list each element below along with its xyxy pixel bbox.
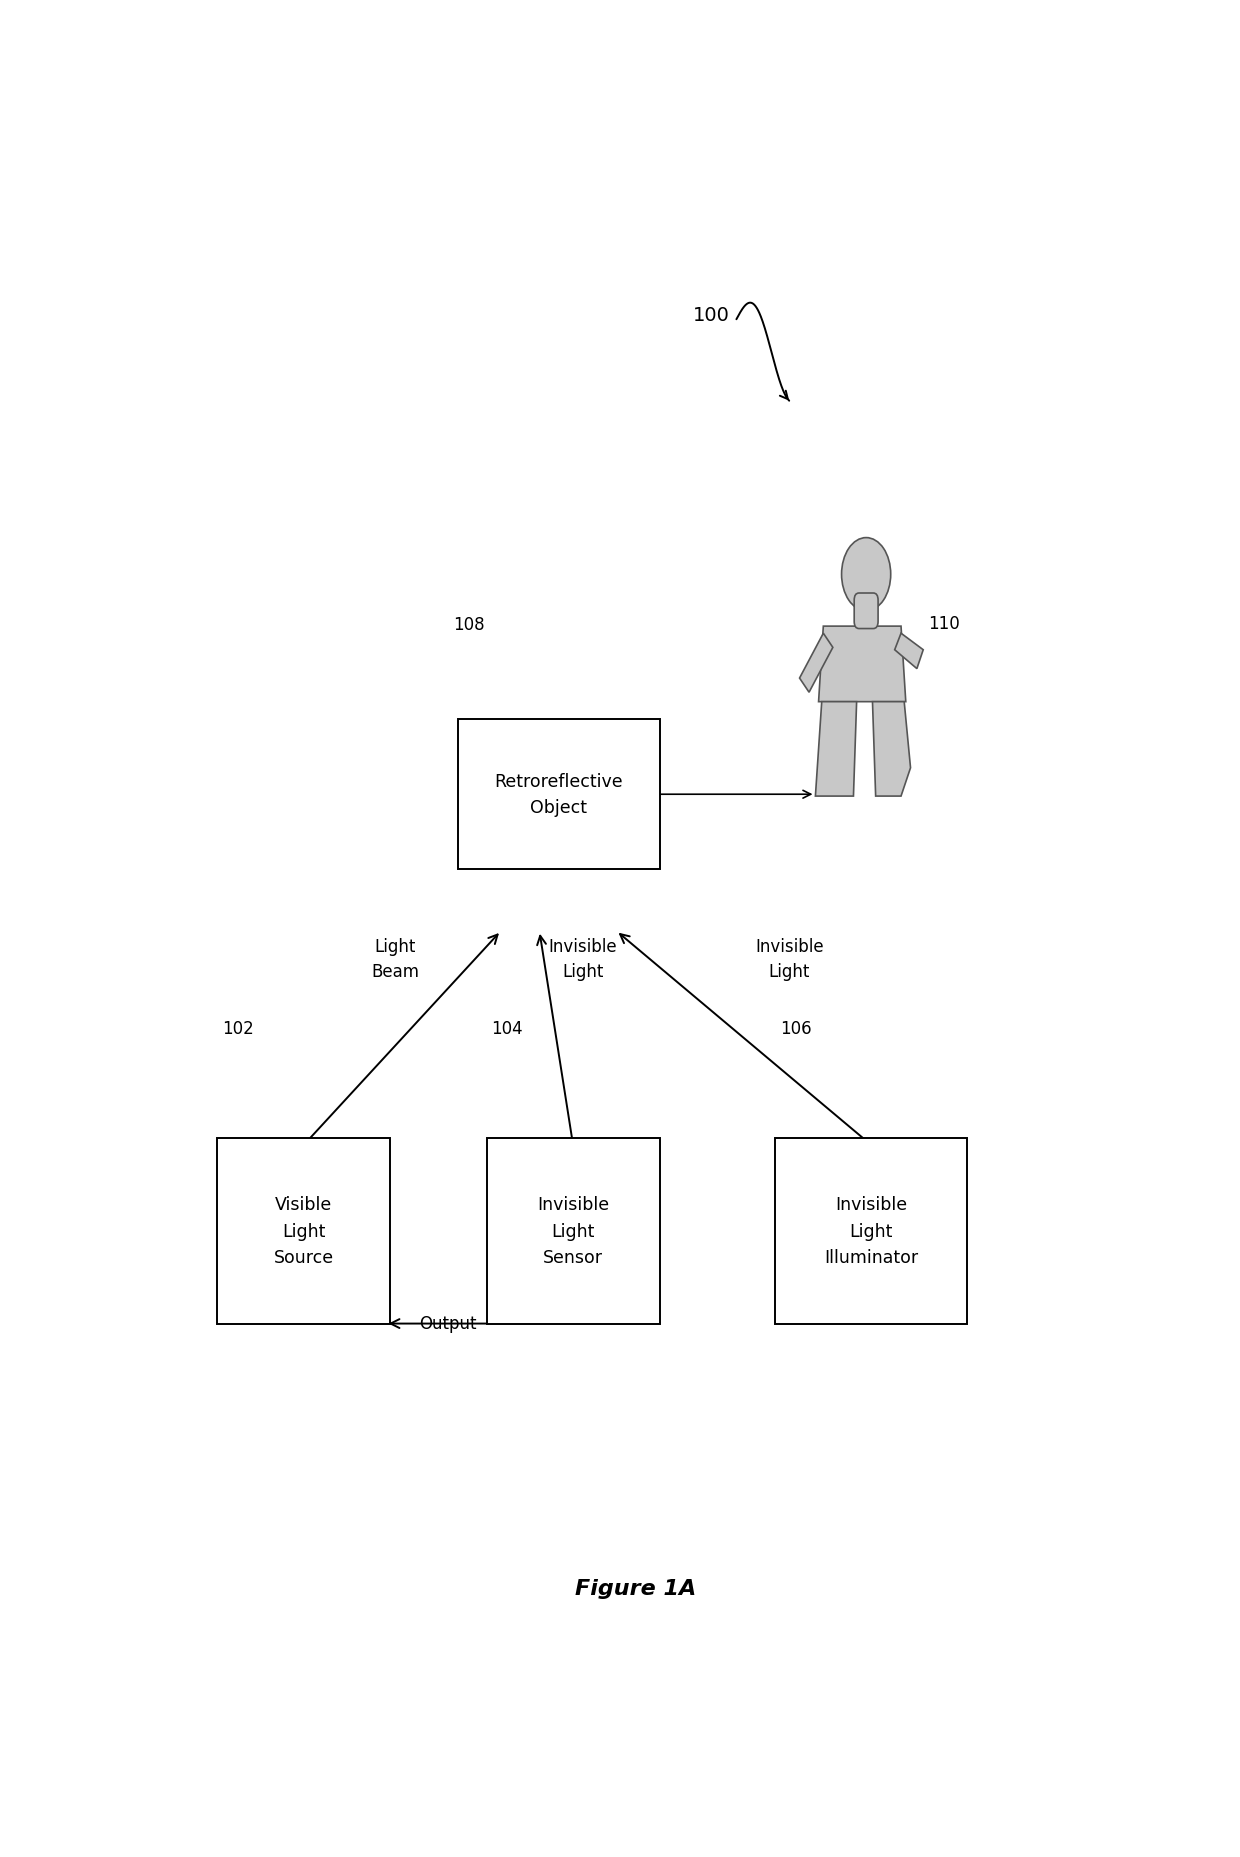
Polygon shape bbox=[800, 633, 833, 693]
FancyBboxPatch shape bbox=[854, 594, 878, 630]
Text: Figure 1A: Figure 1A bbox=[575, 1578, 696, 1599]
Text: Invisible
Light: Invisible Light bbox=[755, 938, 823, 980]
FancyBboxPatch shape bbox=[458, 721, 660, 869]
FancyBboxPatch shape bbox=[217, 1138, 391, 1324]
Text: Output: Output bbox=[419, 1315, 477, 1331]
Polygon shape bbox=[895, 633, 924, 669]
Polygon shape bbox=[818, 628, 905, 702]
FancyBboxPatch shape bbox=[486, 1138, 660, 1324]
Text: Light
Beam: Light Beam bbox=[371, 938, 419, 980]
Text: 100: 100 bbox=[693, 306, 730, 325]
Text: 106: 106 bbox=[780, 1019, 811, 1038]
Text: Invisible
Light
Illuminator: Invisible Light Illuminator bbox=[823, 1196, 918, 1266]
Text: Retroreflective
Object: Retroreflective Object bbox=[495, 773, 622, 817]
FancyBboxPatch shape bbox=[775, 1138, 967, 1324]
Polygon shape bbox=[816, 702, 857, 797]
Text: 110: 110 bbox=[929, 615, 960, 631]
Text: Invisible
Light
Sensor: Invisible Light Sensor bbox=[537, 1196, 609, 1266]
Text: 104: 104 bbox=[491, 1019, 523, 1038]
Text: Invisible
Light: Invisible Light bbox=[548, 938, 618, 980]
Text: Visible
Light
Source: Visible Light Source bbox=[274, 1196, 334, 1266]
Polygon shape bbox=[873, 702, 910, 797]
Text: 108: 108 bbox=[453, 617, 485, 633]
Circle shape bbox=[842, 539, 890, 611]
Text: 102: 102 bbox=[222, 1019, 254, 1038]
